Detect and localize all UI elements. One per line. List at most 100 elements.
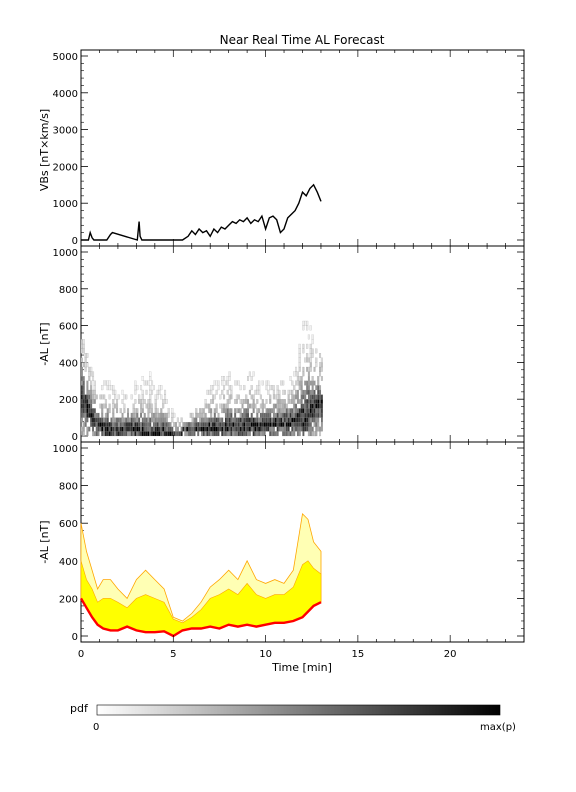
heatmap-cell	[267, 380, 270, 386]
heatmap-cell	[176, 417, 179, 423]
heatmap-cell	[202, 412, 205, 418]
heatmap-cell	[145, 389, 148, 395]
heatmap-cell	[149, 385, 152, 391]
heatmap-cell	[280, 422, 283, 427]
heatmap-cell	[252, 422, 255, 427]
heatmap-cell	[309, 362, 312, 368]
heatmap-cell	[104, 417, 107, 423]
heatmap-cell	[101, 408, 104, 414]
heatmap-cell	[215, 389, 218, 395]
heatmap-cell	[254, 417, 257, 423]
heatmap-cell	[307, 371, 310, 377]
heatmap-cell	[259, 403, 262, 409]
heatmap-cell	[269, 399, 272, 404]
heatmap-cell	[138, 399, 141, 404]
heatmap-cell	[317, 408, 320, 414]
heatmap-cell	[232, 426, 235, 432]
heatmap-cell	[147, 380, 150, 386]
heatmap-cell	[123, 431, 126, 437]
heatmap-cell	[106, 426, 109, 432]
heatmap-cell	[210, 385, 213, 391]
colorbar-max-label: max(p)	[480, 722, 516, 733]
heatmap-cell	[300, 385, 303, 391]
heatmap-cell	[125, 431, 128, 437]
heatmap-cell	[99, 417, 102, 423]
heatmap-cell	[215, 380, 218, 386]
y-tick-label: 0	[72, 236, 78, 247]
heatmap-cell	[213, 431, 216, 437]
heatmap-cell	[106, 417, 109, 423]
heatmap-cell	[224, 426, 227, 432]
heatmap-cell	[235, 431, 238, 437]
heatmap-cell	[221, 417, 224, 423]
colorbar	[96, 704, 501, 716]
heatmap-y-axis-label: -AL [nT]	[38, 322, 51, 365]
heatmap-cell	[152, 426, 155, 432]
heatmap-cell	[259, 431, 262, 437]
heatmap-cell	[307, 357, 310, 363]
heatmap-cell	[309, 325, 312, 331]
heatmap-cell	[195, 417, 198, 423]
heatmap-cell	[311, 348, 314, 354]
heatmap-cell	[156, 412, 159, 418]
heatmap-cell	[212, 417, 215, 423]
heatmap-cell	[136, 408, 139, 414]
heatmap-cell	[106, 431, 109, 437]
heatmap-cell	[92, 399, 95, 404]
heatmap-cell	[259, 426, 262, 432]
heatmap-cell	[97, 422, 100, 427]
heatmap-cell	[208, 426, 211, 432]
heatmap-cell	[300, 380, 303, 386]
heatmap-cell	[108, 408, 111, 414]
heatmap-cell	[282, 403, 285, 409]
heatmap-cell	[104, 399, 107, 404]
heatmap-cell	[138, 431, 141, 437]
heatmap-cell	[143, 431, 146, 437]
y-tick-label: 0	[72, 432, 78, 443]
heatmap-cell	[306, 422, 309, 427]
heatmap-cell	[309, 348, 312, 354]
heatmap-cell	[226, 380, 229, 386]
heatmap-cell	[256, 412, 259, 418]
heatmap-cell	[204, 422, 207, 427]
heatmap-cell	[296, 371, 299, 377]
heatmap-cell	[226, 417, 229, 423]
heatmap-cell	[311, 417, 314, 423]
heatmap-cell	[193, 431, 196, 437]
heatmap-cell	[287, 412, 290, 418]
heatmap-cell	[112, 389, 115, 395]
heatmap-cell	[82, 431, 85, 437]
heatmap-cell	[276, 399, 279, 404]
heatmap-cell	[101, 394, 104, 400]
heatmap-cell	[302, 431, 305, 437]
heatmap-cell	[112, 426, 115, 432]
heatmap-cell	[140, 422, 143, 427]
heatmap-cell	[235, 399, 238, 404]
heatmap-cell	[82, 426, 85, 432]
heatmap-cell	[97, 412, 100, 418]
heatmap-cell	[224, 431, 227, 437]
heatmap-cell	[156, 408, 159, 414]
heatmap-cell	[160, 412, 163, 418]
heatmap-cell	[176, 426, 179, 432]
heatmap-cell	[171, 417, 174, 423]
heatmap-cell	[247, 426, 250, 432]
heatmap-cell	[217, 431, 220, 437]
heatmap-cell	[123, 403, 126, 409]
heatmap-cell	[247, 376, 250, 381]
heatmap-cell	[110, 417, 113, 423]
heatmap-cell	[250, 385, 253, 391]
heatmap-cell	[278, 417, 281, 423]
heatmap-cell	[248, 426, 251, 432]
heatmap-cell	[121, 389, 124, 395]
heatmap-cell	[140, 399, 143, 404]
heatmap-cell	[313, 412, 316, 418]
heatmap-cell	[162, 426, 165, 432]
heatmap-cell	[311, 408, 314, 414]
heatmap-cell	[90, 371, 93, 377]
heatmap-cell	[272, 394, 275, 400]
heatmap-cell	[285, 422, 288, 427]
heatmap-cell	[302, 412, 305, 418]
heatmap-cell	[223, 394, 226, 400]
heatmap-cell	[250, 376, 253, 381]
